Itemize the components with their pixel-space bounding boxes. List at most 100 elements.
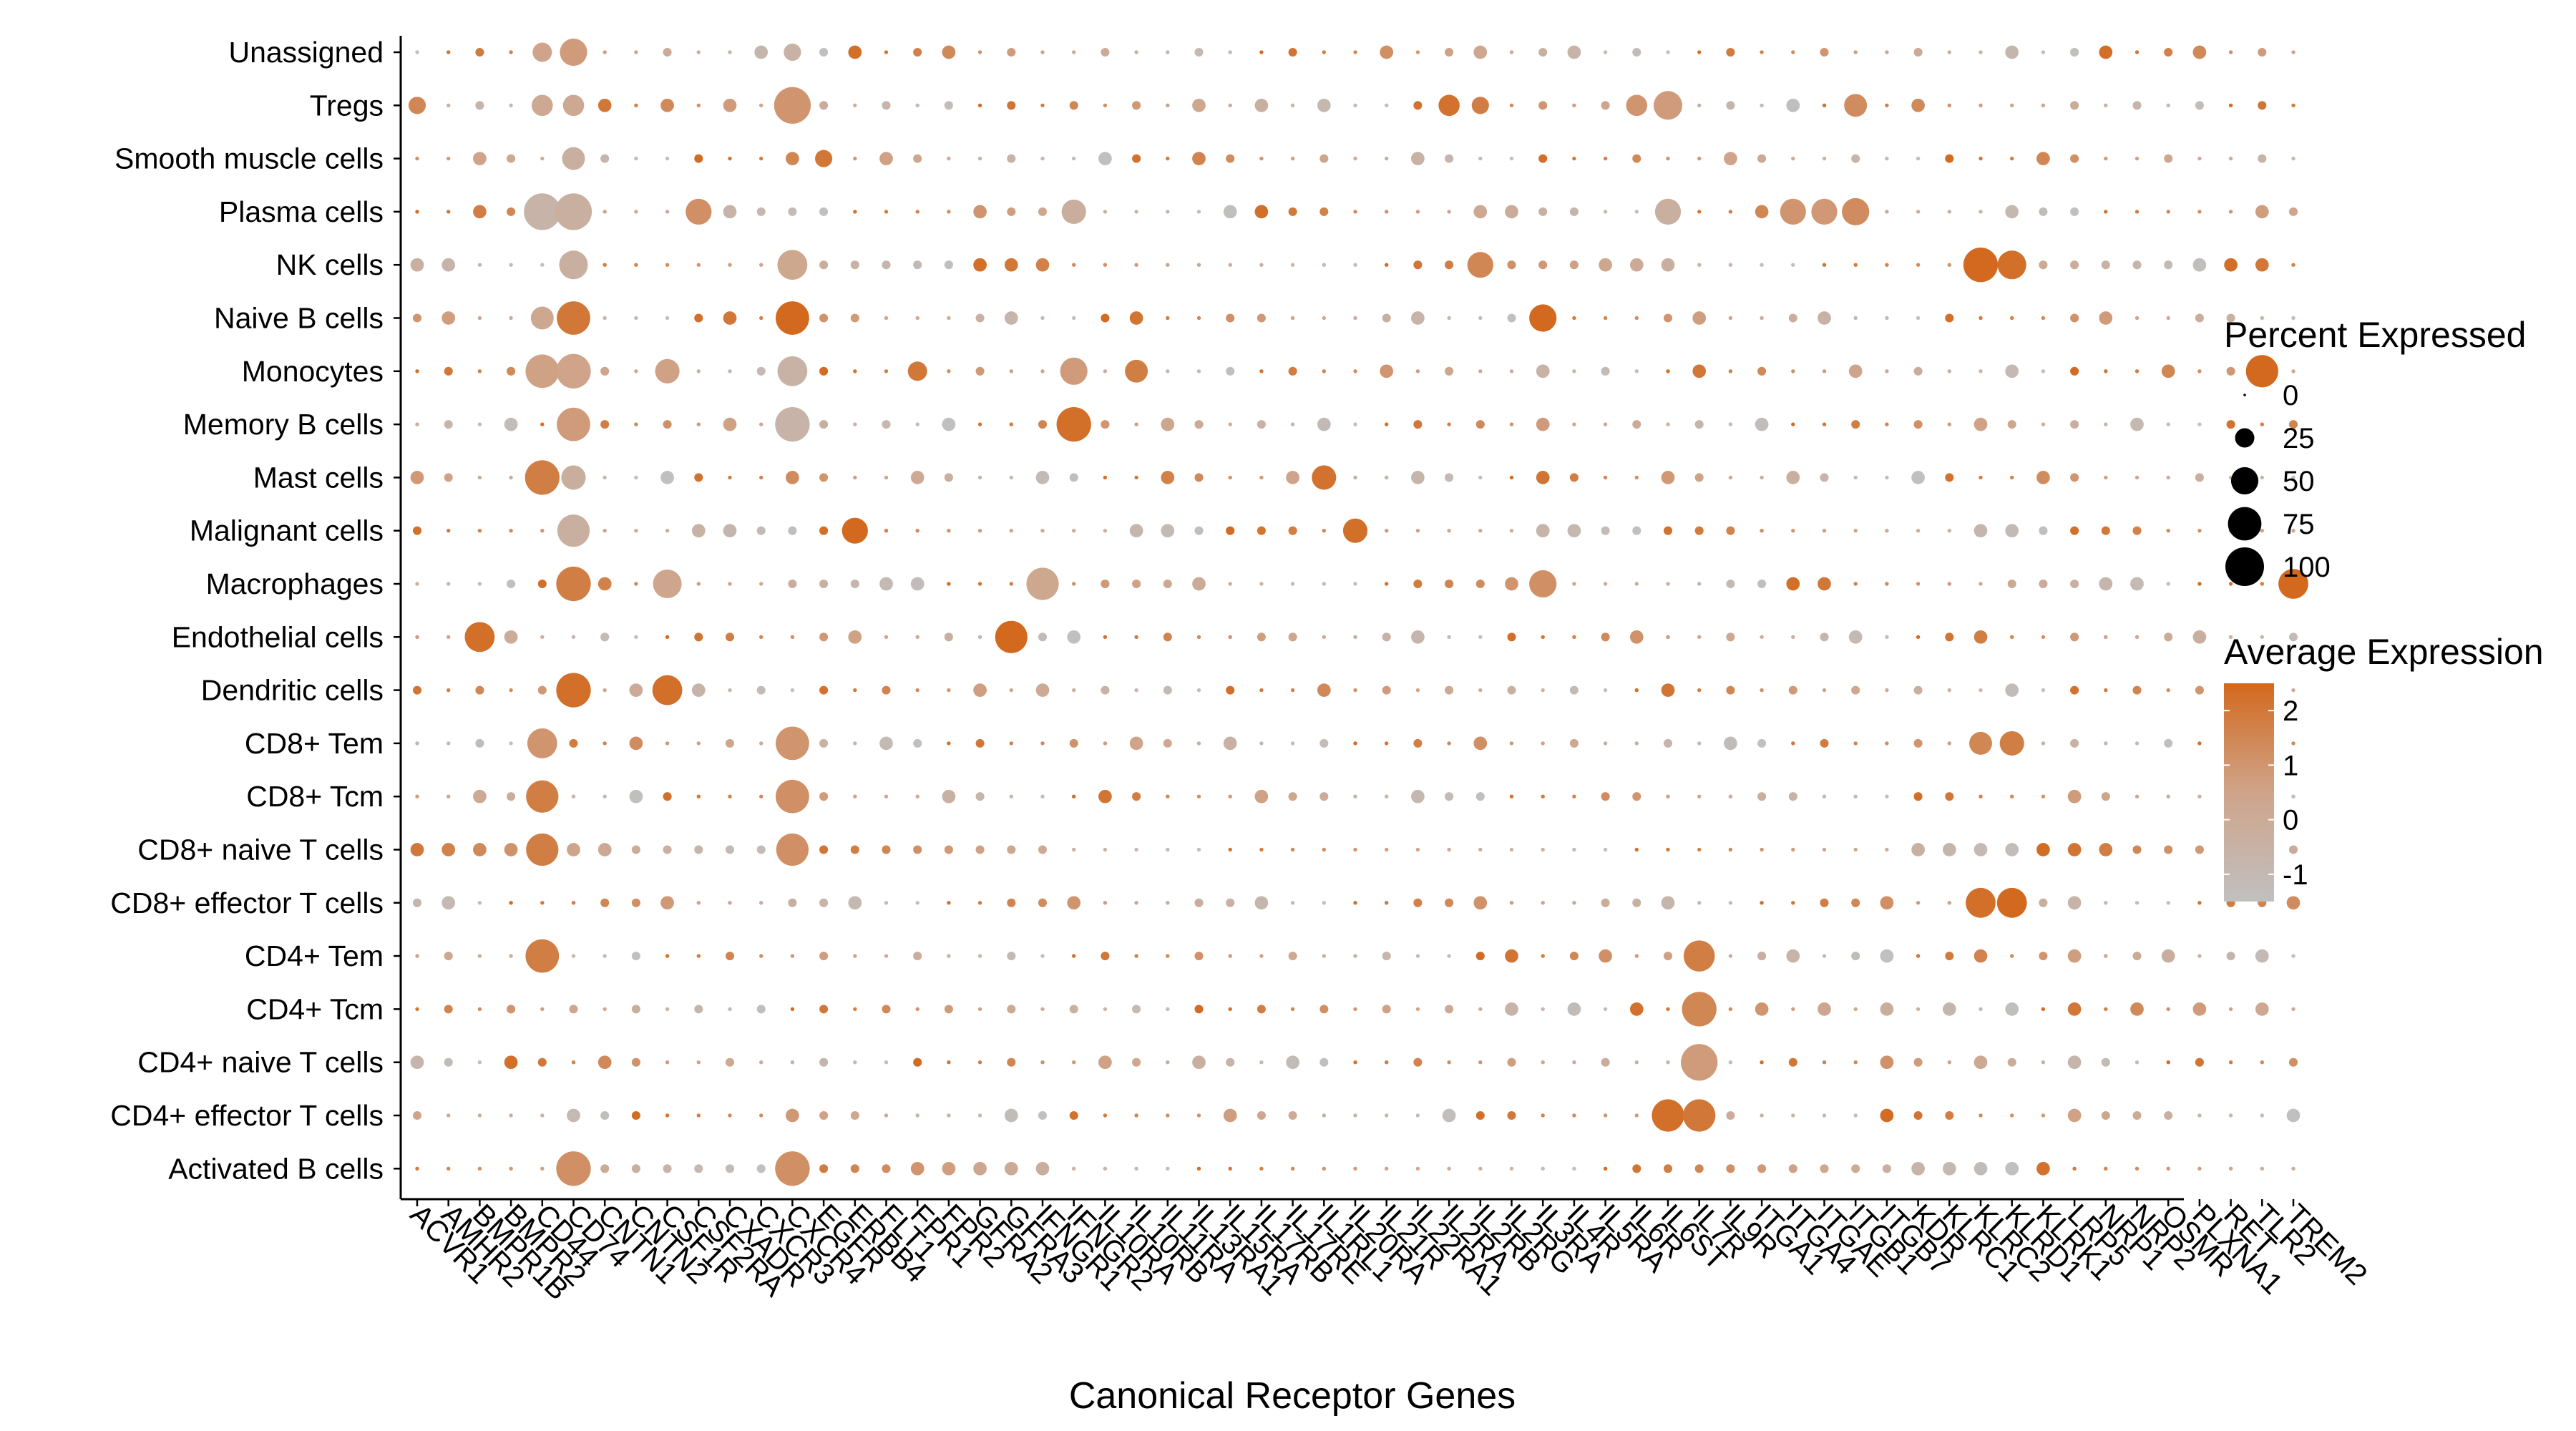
dot-mark: [1601, 898, 1610, 907]
dot-mark: [2224, 258, 2238, 272]
dot-mark: [2041, 1113, 2046, 1118]
dot-mark: [1634, 1113, 1639, 1118]
dot-mark: [2288, 1058, 2298, 1067]
dot-mark: [1132, 101, 1141, 110]
dot-mark: [1541, 1007, 1545, 1012]
dot-mark: [600, 633, 610, 642]
dot-mark: [1317, 683, 1331, 697]
dot-mark: [1629, 258, 1644, 272]
dot-mark: [1885, 741, 1889, 746]
dot-mark: [1791, 263, 1795, 267]
dot-mark: [1509, 475, 1514, 480]
dot-mark: [853, 475, 857, 480]
dot-mark: [2101, 1110, 2110, 1120]
dot-mark: [1194, 526, 1204, 535]
dot-mark: [1509, 847, 1514, 852]
dot-mark: [1728, 475, 1733, 480]
dot-mark: [819, 579, 829, 589]
dot-mark: [696, 103, 701, 107]
dot-mark: [2099, 843, 2113, 856]
dot-mark: [1072, 954, 1076, 958]
dot-mark: [1040, 954, 1045, 958]
dot-mark: [1760, 1060, 1764, 1065]
dot-mark: [1913, 685, 1923, 695]
dot-mark: [913, 952, 922, 961]
dot-mark: [1101, 47, 1110, 57]
dot-mark: [1473, 896, 1488, 910]
dot-mark: [790, 635, 795, 639]
dot-mark: [1072, 582, 1076, 586]
dot-mark: [602, 741, 607, 746]
dot-mark: [1226, 898, 1235, 907]
dot-mark: [1683, 1099, 1716, 1132]
dot-mark: [1129, 524, 1143, 538]
dot-mark: [1885, 50, 1889, 54]
dot-mark: [1626, 94, 1648, 117]
dot-mark: [694, 633, 703, 642]
dot-mark: [1353, 635, 1357, 639]
dot-mark: [2010, 316, 2014, 321]
dot-mark: [2005, 45, 2019, 59]
dot-mark: [1196, 316, 1201, 321]
dot-mark: [1820, 738, 1829, 748]
dot-mark: [2101, 526, 2110, 535]
dot-mark: [415, 635, 419, 639]
dot-mark: [1599, 949, 1612, 963]
dot-mark: [634, 475, 638, 480]
dot-mark: [1072, 156, 1076, 161]
dot-mark: [1413, 101, 1423, 110]
dot-mark: [1288, 207, 1297, 216]
dot-mark: [728, 50, 732, 54]
dot-mark: [2195, 473, 2204, 482]
dot-mark: [540, 156, 545, 161]
dot-mark: [942, 417, 956, 431]
dot-mark: [1009, 794, 1014, 798]
dot-mark: [1415, 1166, 1420, 1171]
dot-mark: [1192, 98, 1206, 112]
dot-mark: [447, 50, 451, 54]
dot-mark: [725, 845, 735, 854]
dot-mark: [977, 901, 982, 905]
dot-mark: [2195, 1058, 2204, 1067]
dot-mark: [1473, 205, 1488, 219]
dot-mark: [1322, 529, 1327, 533]
dot-mark: [1697, 688, 1702, 693]
dot-mark: [1538, 154, 1548, 163]
dot-mark: [2166, 529, 2170, 533]
dot-mark: [1885, 156, 1889, 161]
dot-mark: [2010, 156, 2014, 161]
dot-mark: [1385, 1166, 1389, 1171]
dot-mark: [2072, 1166, 2077, 1171]
dot-mark: [1822, 954, 1827, 958]
dot-mark: [759, 422, 763, 426]
dot-mark: [1569, 473, 1579, 482]
dot-mark: [2005, 364, 2019, 378]
dot-mark: [1040, 156, 1045, 161]
y-tick-label: Unassigned: [228, 36, 384, 69]
dot-mark: [537, 1058, 547, 1067]
dot-mark: [2104, 475, 2108, 480]
dot-mark: [1445, 1005, 1454, 1014]
dot-mark: [1788, 685, 1797, 695]
dot-mark: [819, 420, 829, 429]
dot-mark: [2101, 792, 2110, 801]
dot-mark: [1134, 422, 1138, 426]
dot-mark: [1166, 369, 1170, 373]
dot-mark: [1682, 992, 1717, 1027]
dot-mark: [694, 313, 703, 323]
dot-mark: [784, 43, 801, 62]
dot-mark: [1004, 1161, 1018, 1176]
dot-mark: [1947, 50, 1951, 54]
dot-mark: [1541, 741, 1545, 746]
dot-mark: [2255, 949, 2269, 963]
dot-mark: [631, 1164, 640, 1173]
dot-mark: [1692, 311, 1707, 325]
dot-mark: [1726, 101, 1735, 110]
dot-mark: [525, 460, 560, 495]
dot-mark: [665, 210, 670, 214]
legend-size-dot: [2228, 507, 2262, 541]
dot-mark: [1007, 845, 1016, 854]
dot-mark: [1317, 417, 1331, 431]
dot-mark: [2101, 1058, 2110, 1067]
dot-mark: [567, 843, 580, 856]
